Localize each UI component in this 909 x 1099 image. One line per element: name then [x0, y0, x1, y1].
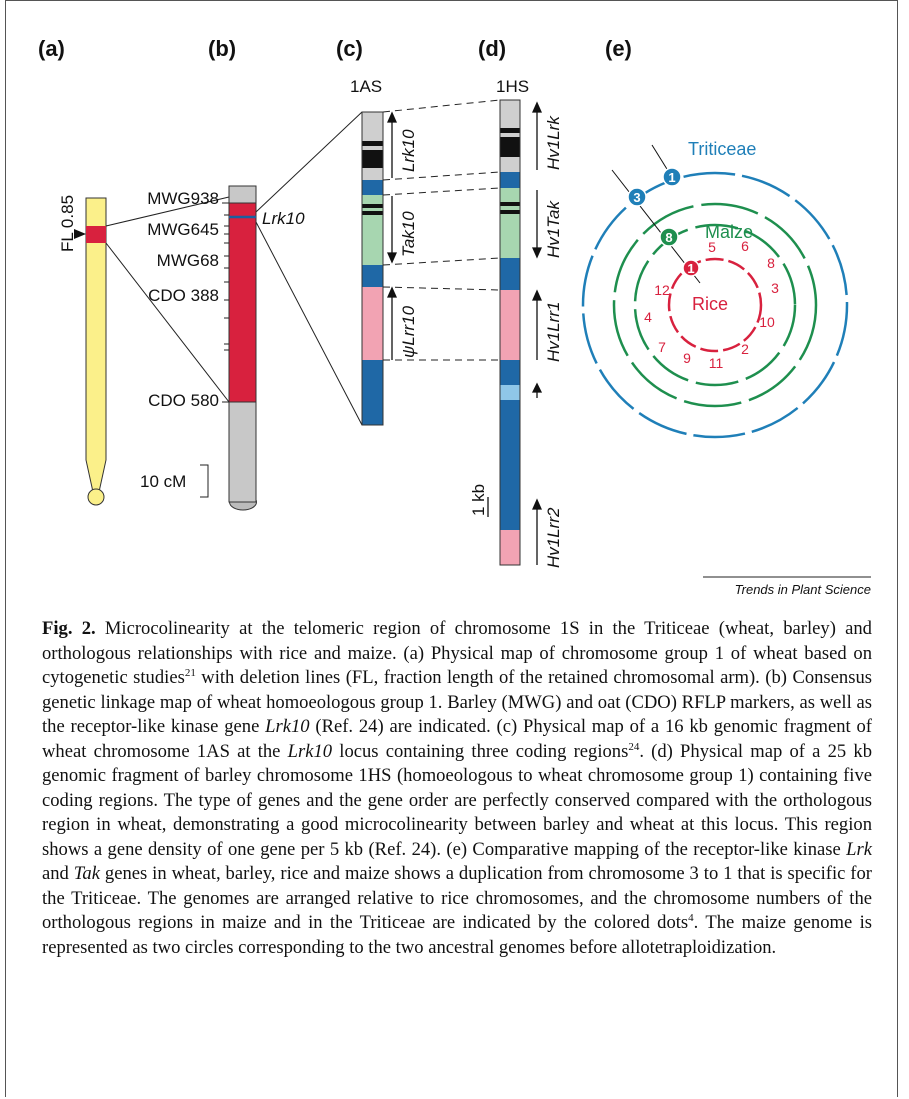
gene-label: Hv1Lrr2: [544, 507, 563, 568]
gene-arrow: [533, 248, 541, 257]
connector: [383, 287, 500, 290]
rice-chromosome-number: 4: [644, 309, 652, 325]
connector: [256, 222, 362, 425]
gene-arrow: [533, 384, 541, 392]
gene-arrow: [533, 103, 541, 565]
scale-label: 10 cM: [140, 472, 186, 491]
gene-arrow: [388, 113, 396, 360]
gene-label: Hv1Tak: [544, 199, 563, 258]
chromosome-b: [222, 203, 229, 402]
gene-arrow: [533, 291, 541, 300]
chromosome-a: [74, 198, 106, 505]
chromosome-d: [488, 100, 520, 565]
gene-label: ψLrr10: [399, 305, 418, 358]
triticeae-label: Triticeae: [688, 139, 756, 159]
panel-label: (b): [208, 36, 236, 61]
gene-name: Lrk: [846, 839, 872, 860]
gene-name: Tak: [74, 863, 100, 884]
chromosome-dot: 1: [687, 261, 694, 276]
source: Trends in Plant Science: [735, 582, 871, 597]
chromosome-c: [362, 112, 383, 425]
chromosome-b: [229, 203, 256, 402]
chromosome-c: [362, 150, 383, 168]
gene-name: Lrk10: [288, 741, 332, 762]
caption-label: Fig. 2.: [42, 618, 96, 639]
chromosome-dot: 8: [665, 230, 672, 245]
gene-label: Hv1Lrk: [544, 115, 563, 170]
caption-text: locus containing three coding regions: [332, 741, 628, 762]
gene-arrow: [533, 500, 541, 509]
gene-arrow: [388, 288, 396, 297]
chromosome-label: 1HS: [496, 77, 529, 96]
panel-label: (c): [336, 36, 363, 61]
page: (a) (b) (c) (d) (e) FL 0.85: [0, 0, 909, 1099]
marker-label: MWG938 MWG645 MWG68 CDO 388 CDO 580: [147, 189, 219, 410]
chromosome-c: [362, 287, 383, 360]
gene-label: Hv1Lrk Hv1Tak Hv1Lrr1 Hv1Lrr2: [544, 115, 563, 568]
chromosome-d: [500, 128, 520, 133]
rice-chromosome-number: 11: [709, 355, 724, 371]
rice-chromosome-number: 10: [759, 314, 775, 330]
caption-text: and: [42, 863, 74, 884]
chromosome-d: [500, 210, 520, 214]
chromosome-d: [500, 137, 520, 157]
chromosome-d: [500, 188, 520, 258]
marker-label: MWG938: [147, 189, 219, 208]
connector: [256, 112, 362, 212]
panel-label: (d): [478, 36, 506, 61]
chromosome-dot: 3: [633, 190, 640, 205]
gene-arrow: [388, 113, 396, 122]
gene-label: Lrk10: [399, 129, 418, 172]
chromosome-d: [500, 290, 520, 360]
rice-chromosome-number: 3: [771, 280, 779, 296]
rice-label: Rice: [692, 294, 728, 314]
panel-label: (e): [605, 36, 632, 61]
chromosome-c: [362, 204, 383, 208]
chromosome-c: [362, 211, 383, 215]
chromosome-d: [500, 202, 520, 206]
marker-label: CDO 388: [148, 286, 219, 305]
connector: [383, 172, 500, 180]
chromosome-dot: 1: [668, 170, 675, 185]
caption: Fig. 2. Microcolinearity at the telomeri…: [42, 617, 872, 960]
panel-label: (a) (b) (c) (d) (e): [38, 36, 632, 61]
gene-arrow: [388, 253, 396, 262]
gene-name: Lrk10: [265, 716, 309, 737]
chromosome-c: [362, 141, 383, 146]
rice-chromosome-number: 5: [708, 239, 716, 255]
chromosome-label: 1AS: [350, 77, 382, 96]
gene-arrow: [533, 103, 541, 112]
marker-label: CDO 580: [148, 391, 219, 410]
marker-label: MWG645: [147, 220, 219, 239]
gene-label: Lrk10 Tak10 ψLrr10: [399, 129, 418, 358]
rice-chromosome-number: 6: [741, 238, 749, 254]
scale-label: 1 kb: [469, 484, 488, 516]
gene-label: Hv1Lrr1: [544, 302, 563, 362]
connector: [383, 258, 500, 265]
fl-label: FL 0.85: [58, 195, 77, 252]
reference: 24: [628, 740, 639, 752]
rice-chromosome-number: 12: [654, 282, 670, 298]
connector: [383, 188, 500, 195]
rice-chromosome-number: 9: [683, 350, 691, 366]
chromosome-b: [200, 465, 208, 497]
rice-chromosome-number: 7: [658, 339, 666, 355]
chromosome-a: [86, 226, 106, 243]
chromosome-d: [500, 100, 520, 172]
gene-label: Tak10: [399, 211, 418, 257]
chromosome-d: [500, 385, 520, 400]
figure: (a) (b) (c) (d) (e) FL 0.85: [0, 0, 909, 600]
rice-chromosome-number: 8: [767, 255, 775, 271]
chromosome-d: [500, 530, 520, 565]
chromosome-a: [88, 489, 104, 505]
connector: [383, 100, 500, 112]
rice-chromosome-number: 2: [741, 341, 749, 357]
panel-label: (a): [38, 36, 65, 61]
reference: 21: [185, 667, 196, 679]
marker-label: MWG68: [157, 251, 219, 270]
genome-circles: [583, 145, 847, 437]
gene-label: Lrk10: [262, 209, 305, 228]
